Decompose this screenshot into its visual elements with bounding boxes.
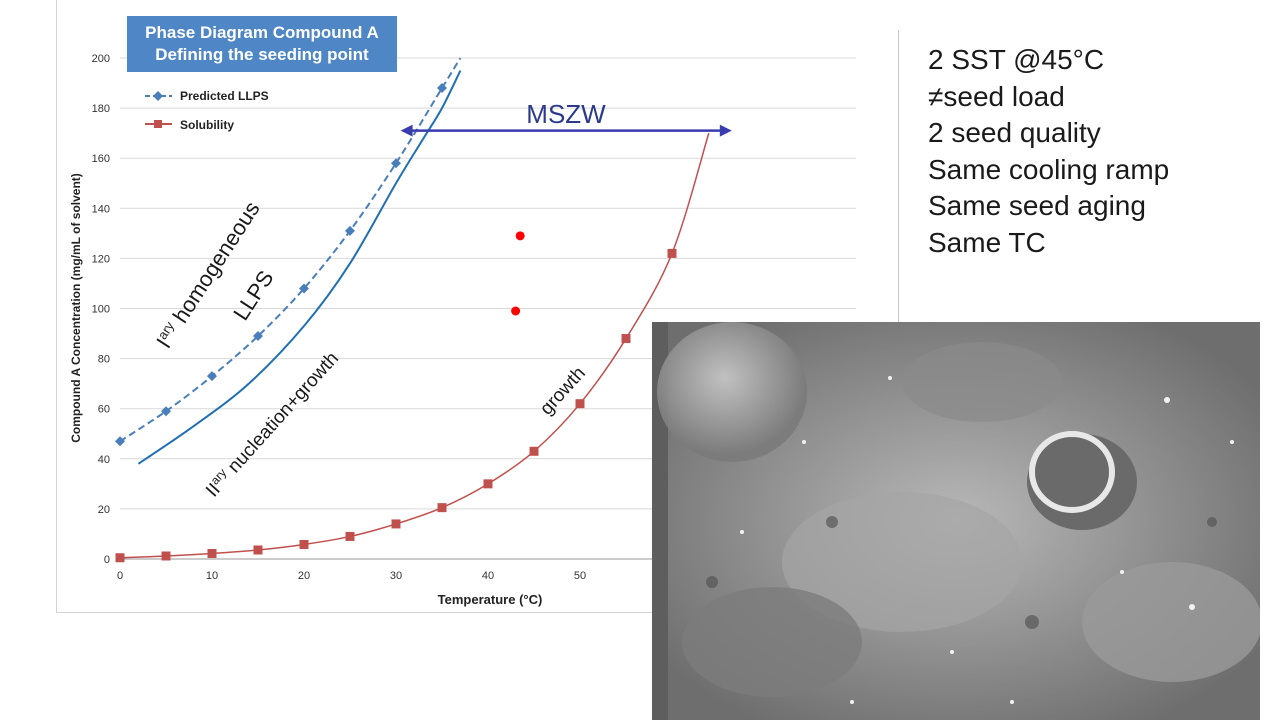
solubility-point (115, 553, 125, 563)
llps-point (299, 283, 309, 294)
llps-point (115, 436, 125, 447)
llps-point (391, 158, 401, 169)
x-tick-label: 50 (574, 570, 586, 582)
llps-point (437, 83, 447, 94)
mszw-arrow (400, 124, 732, 137)
legend-solubility-marker (154, 120, 162, 128)
note-line: Same TC (928, 226, 1046, 258)
y-tick-label: 0 (104, 554, 110, 566)
chart-title-box: Phase Diagram Compound A Defining the se… (127, 16, 397, 72)
x-tick-label: 30 (390, 570, 402, 582)
solubility-point (345, 531, 355, 541)
y-tick-label: 140 (92, 203, 110, 215)
chart-title: Phase Diagram Compound A (145, 23, 379, 42)
y-tick-label: 20 (98, 504, 110, 516)
x-tick-labels: 0 10 20 30 40 50 (117, 570, 586, 582)
legend: Predicted LLPS Solubility (145, 89, 269, 132)
note-line: ≠seed load (928, 80, 1065, 112)
slide-divider (898, 30, 899, 325)
seeding-point (511, 306, 521, 316)
seeding-point (515, 231, 525, 241)
solubility-point (483, 479, 493, 489)
y-tick-label: 100 (92, 304, 110, 316)
y-axis-label: Compound A Concentration (mg/mL of solve… (69, 173, 83, 443)
slide-frame-left (56, 0, 57, 612)
y-tick-label: 60 (98, 404, 110, 416)
solubility-point (529, 446, 539, 456)
x-tick-label: 40 (482, 570, 494, 582)
slide-frame-bottom (56, 612, 656, 613)
solubility-point (437, 503, 447, 513)
note-line: 2 seed quality (928, 117, 1101, 148)
llps-point (207, 371, 217, 382)
llps-point (161, 406, 171, 417)
llps-region-label: Iary homogeneous (151, 197, 264, 353)
microscopy-image (652, 322, 1260, 720)
llps-point (253, 331, 263, 342)
solubility-point (161, 551, 171, 561)
solubility-point (667, 248, 677, 258)
solubility-point (391, 519, 401, 529)
series-line-2 (137, 70, 462, 465)
experiment-notes: 2 SST @45°C ≠seed load 2 seed quality Sa… (928, 42, 1169, 261)
legend-llps-marker (153, 91, 163, 101)
note-line: Same cooling ramp (928, 153, 1170, 185)
x-tick-label: 0 (117, 570, 123, 582)
y-tick-label: 120 (92, 253, 110, 265)
chart-subtitle: Defining the seeding point (155, 45, 369, 64)
y-tick-label: 160 (92, 153, 110, 165)
solubility-point (207, 548, 217, 558)
y-tick-label: 40 (98, 454, 110, 466)
solubility-point (621, 334, 631, 344)
y-tick-label: 200 (92, 53, 110, 65)
mszw-label: MSZW (526, 99, 606, 129)
y-tick-label: 180 (92, 103, 110, 115)
y-tick-labels: 0 20 40 60 80 100 120 140 160 180 200 (92, 53, 110, 566)
growth-region-label: growth (536, 363, 590, 419)
solubility-point (575, 399, 585, 409)
x-tick-label: 20 (298, 570, 310, 582)
series-line-0 (119, 57, 462, 443)
note-line: 2 SST @45°C (928, 44, 1105, 75)
solubility-point (299, 539, 309, 549)
x-axis-label: Temperature (°C) (438, 592, 543, 607)
solubility-point (253, 545, 263, 555)
legend-llps-label: Predicted LLPS (180, 89, 269, 103)
nucleation-region-label: IIary nucleation+growth (201, 347, 343, 502)
y-tick-label: 80 (98, 354, 110, 366)
llps-region-label-line2: LLPS (228, 266, 278, 325)
x-tick-label: 10 (206, 570, 218, 582)
llps-point (345, 225, 355, 236)
note-line: Same seed aging (928, 190, 1146, 221)
legend-solubility-label: Solubility (180, 118, 234, 132)
